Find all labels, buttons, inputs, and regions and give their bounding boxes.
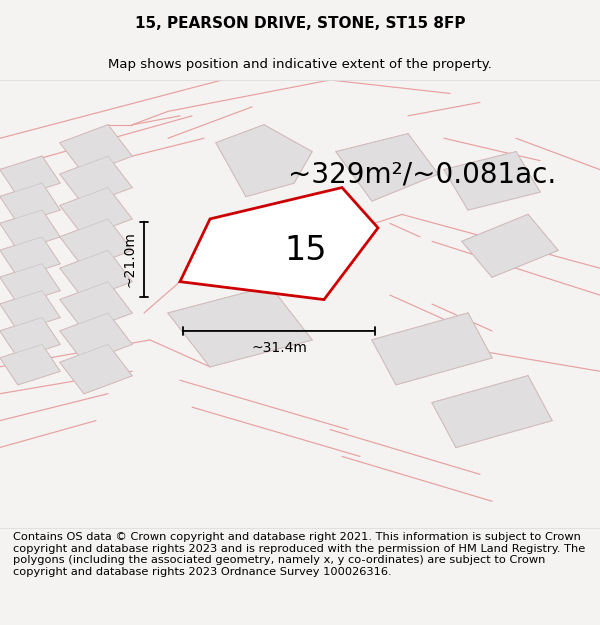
- Polygon shape: [216, 125, 312, 196]
- Text: Contains OS data © Crown copyright and database right 2021. This information is : Contains OS data © Crown copyright and d…: [13, 532, 586, 577]
- Polygon shape: [0, 183, 60, 223]
- Polygon shape: [60, 188, 132, 237]
- Polygon shape: [432, 376, 552, 448]
- Polygon shape: [0, 264, 60, 304]
- Polygon shape: [462, 214, 558, 277]
- Polygon shape: [0, 156, 60, 196]
- Polygon shape: [0, 318, 60, 358]
- Polygon shape: [0, 344, 60, 385]
- Polygon shape: [60, 282, 132, 331]
- Text: ~31.4m: ~31.4m: [251, 341, 307, 355]
- Polygon shape: [60, 156, 132, 206]
- Polygon shape: [60, 313, 132, 362]
- Polygon shape: [180, 188, 378, 299]
- Text: ~329m²/~0.081ac.: ~329m²/~0.081ac.: [288, 161, 556, 189]
- Text: Map shows position and indicative extent of the property.: Map shows position and indicative extent…: [108, 58, 492, 71]
- Polygon shape: [0, 237, 60, 277]
- Polygon shape: [0, 210, 60, 250]
- Polygon shape: [60, 344, 132, 394]
- Text: ~21.0m: ~21.0m: [123, 231, 137, 288]
- Polygon shape: [0, 291, 60, 331]
- Text: 15: 15: [285, 234, 327, 267]
- Text: 15, PEARSON DRIVE, STONE, ST15 8FP: 15, PEARSON DRIVE, STONE, ST15 8FP: [135, 16, 465, 31]
- Polygon shape: [372, 313, 492, 385]
- Polygon shape: [60, 125, 132, 174]
- Polygon shape: [444, 152, 540, 210]
- Polygon shape: [336, 134, 438, 201]
- Polygon shape: [168, 286, 312, 367]
- Polygon shape: [60, 219, 132, 268]
- Polygon shape: [60, 250, 132, 299]
